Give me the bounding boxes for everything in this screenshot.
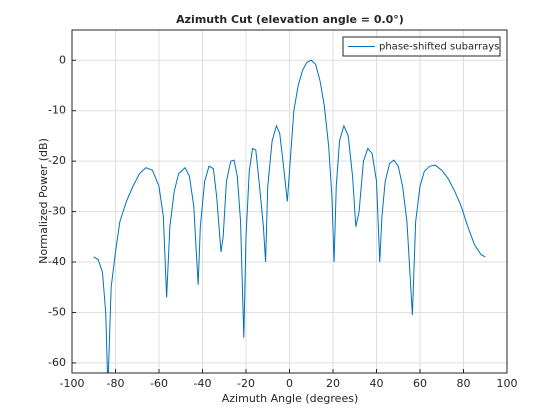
- chart-title: Azimuth Cut (elevation angle = 0.0°): [176, 13, 404, 26]
- legend-box: [342, 36, 501, 57]
- y-tick-label: 0: [59, 53, 66, 66]
- y-tick-label: -20: [48, 154, 66, 167]
- y-tick-label: -60: [48, 356, 66, 369]
- y-tick-label: -50: [48, 305, 66, 318]
- x-tick-label: -100: [60, 377, 85, 390]
- x-tick-label: 80: [457, 377, 471, 390]
- x-tick-label: 20: [326, 377, 340, 390]
- y-tick-label: -10: [48, 104, 66, 117]
- x-tick-label: -80: [107, 377, 125, 390]
- x-tick-label: 0: [286, 377, 293, 390]
- data-line: [93, 59, 486, 373]
- y-tick-label: -40: [48, 255, 66, 268]
- x-axis-label: Azimuth Angle (degrees): [222, 392, 359, 405]
- y-axis-label: Normalized Power (dB): [37, 138, 50, 264]
- x-tick-label: -20: [237, 377, 255, 390]
- x-tick-label: 40: [370, 377, 384, 390]
- legend-label: phase-shifted subarrays: [379, 42, 499, 53]
- x-tick-label: -60: [150, 377, 168, 390]
- x-tick-label: 100: [497, 377, 518, 390]
- x-tick-label: 60: [413, 377, 427, 390]
- x-tick-label: -40: [194, 377, 212, 390]
- axes-box: [71, 29, 508, 374]
- y-tick-label: -30: [48, 205, 66, 218]
